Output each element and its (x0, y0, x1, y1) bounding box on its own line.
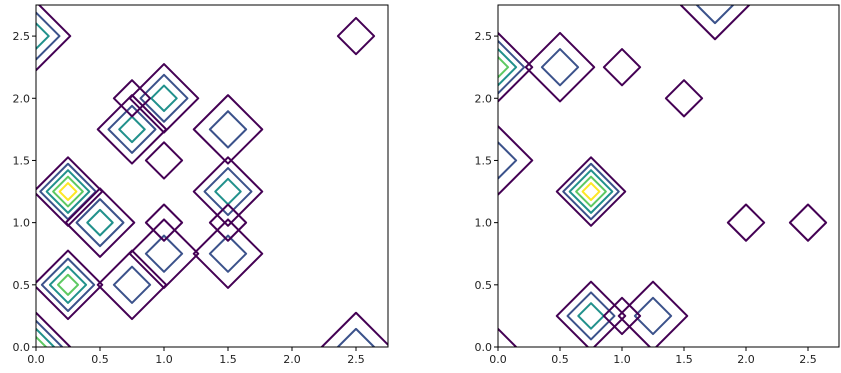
contour-lines (498, 5, 828, 347)
contour-peak-1-level-1 (36, 156, 104, 227)
y-tick-label: 0.0 (13, 341, 31, 354)
contour-peak-5-level-2 (566, 291, 616, 341)
contour-peak-1-level-4 (52, 175, 84, 208)
contour-peak-3-level-3 (48, 265, 88, 304)
y-tick-label: 2.0 (475, 92, 493, 105)
contour-peak-2-level-2 (498, 40, 526, 95)
axes-frame (497, 4, 840, 348)
contour-peak-4-level-2 (540, 48, 580, 87)
contour-peak-3-level-2 (40, 257, 96, 312)
contour-peak-4-level-2 (107, 104, 157, 154)
contour-peak-9-level-1 (128, 218, 200, 289)
x-tick-label: 0.5 (91, 353, 109, 366)
contour-peak-16-level-1 (112, 79, 152, 118)
contour-peak-3-level-2 (498, 141, 518, 180)
y-tick-label: 2.0 (13, 92, 31, 105)
x-tick-label: 0.0 (489, 353, 507, 366)
y-tick-label: 1.0 (13, 217, 31, 230)
contour-peak-9-level-1 (679, 5, 751, 41)
contour-peak-5-level-2 (139, 73, 189, 123)
contour-peak-2-level-3 (498, 48, 518, 87)
contour-peak-6-level-1 (192, 156, 264, 227)
contour-peak-6-level-3 (214, 177, 242, 206)
contour-peak-13-level-2 (336, 327, 376, 347)
x-tick-label: 1.0 (613, 353, 631, 366)
contour-peak-7-level-2 (208, 110, 248, 149)
contour-lines (36, 5, 388, 347)
x-tick-label: 0.0 (27, 353, 45, 366)
contour-peak-10-level-1 (602, 48, 642, 87)
contour-peak-2-level-3 (86, 208, 114, 237)
contour-peak-18-level-1 (336, 16, 376, 56)
contour-peak-4-level-1 (96, 94, 168, 165)
contour-peak-11-level-1 (36, 5, 72, 72)
contour-peak-5-level-1 (555, 280, 627, 347)
contour-peak-12-level-1 (36, 311, 72, 347)
contour-peak-1-level-3 (568, 169, 614, 214)
x-tick-label: 1.5 (219, 353, 237, 366)
y-tick-label: 0.5 (475, 279, 493, 292)
contour-peak-11-level-3 (36, 22, 50, 50)
chart-panel-2: 0.0 0.5 1.0 1.5 2.0 2.5 0.0 0.5 1.0 1.5 2.0 2.5 (475, 4, 840, 366)
contour-peak-6-level-1 (617, 280, 689, 347)
contour-peak-3-level-1 (36, 249, 104, 321)
contour-peak-12-level-3 (36, 327, 56, 347)
y-tick-label: 2.5 (475, 30, 493, 43)
contour-peak-12-level-1 (726, 203, 766, 242)
x-tick-label: 2.5 (799, 353, 817, 366)
contour-peak-3-level-4 (56, 273, 80, 296)
axes-frame (35, 4, 389, 348)
contour-peak-13-level-1 (498, 327, 518, 347)
contour-peak-2-level-1 (498, 31, 534, 103)
contour-peak-8-level-1 (664, 79, 704, 118)
y-tick-label: 1.5 (475, 154, 493, 167)
contour-peak-1-level-4 (575, 175, 607, 208)
contour-peak-8-level-1 (192, 218, 264, 289)
contour-peak-9-level-2 (144, 234, 184, 273)
contour-peak-12-level-2 (36, 319, 64, 347)
contour-peak-4-level-3 (118, 115, 146, 144)
contour-peak-3-level-1 (498, 125, 534, 196)
contour-peak-5-level-1 (128, 63, 200, 134)
contour-peak-2-level-4 (498, 56, 510, 79)
contour-peak-17-level-1 (144, 141, 184, 180)
contour-peak-5-level-3 (577, 302, 605, 330)
x-tick-label: 0.5 (551, 353, 569, 366)
contour-peak-1-level-3 (45, 169, 91, 214)
contour-peak-9-level-2 (695, 5, 735, 25)
contour-peak-14-level-1 (144, 203, 184, 242)
contour-peak-2-level-1 (64, 187, 136, 258)
x-tick-label: 1.0 (155, 353, 173, 366)
contour-peak-11-level-2 (36, 11, 61, 61)
contour-peak-7-level-1 (602, 296, 642, 336)
contour-peak-6-level-2 (633, 296, 673, 336)
contour-peak-1-level-5 (58, 182, 78, 201)
x-tick-label: 1.5 (675, 353, 693, 366)
contour-peak-12-level-4 (36, 335, 48, 347)
contour-peak-2-level-2 (75, 198, 125, 248)
x-tick-label: 2.0 (283, 353, 301, 366)
x-tick-label: 2.5 (347, 353, 365, 366)
y-tick-label: 2.5 (13, 30, 31, 43)
contour-peak-8-level-2 (208, 234, 248, 273)
y-tick-label: 0.0 (475, 341, 493, 354)
contour-peak-1-level-2 (562, 162, 620, 221)
y-tick-label: 1.0 (475, 217, 493, 230)
contour-peak-10-level-1 (96, 249, 168, 321)
contour-peak-1-level-1 (555, 156, 627, 227)
contour-peak-11-level-1 (788, 203, 828, 242)
y-tick-label: 1.5 (13, 154, 31, 167)
contour-peak-5-level-3 (150, 84, 178, 113)
contour-peak-15-level-1 (208, 203, 248, 242)
contour-peak-4-level-1 (524, 31, 596, 103)
contour-peak-10-level-2 (112, 265, 152, 304)
contour-peak-1-level-5 (581, 182, 601, 201)
x-tick-label: 2.0 (737, 353, 755, 366)
contour-peak-13-level-1 (320, 311, 388, 347)
contour-peak-6-level-2 (203, 167, 253, 217)
chart-panel-1: 0.0 0.5 1.0 1.5 2.0 2.5 0.0 0.5 1.0 1.5 2.0 2.5 (13, 4, 389, 366)
y-tick-label: 0.5 (13, 279, 31, 292)
contour-peak-7-level-1 (192, 94, 264, 165)
